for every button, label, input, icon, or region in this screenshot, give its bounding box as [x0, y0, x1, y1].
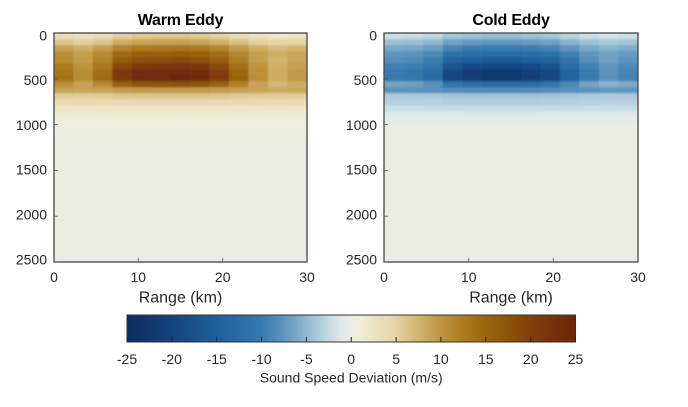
svg-text:-25: -25 — [117, 351, 137, 367]
svg-text:-20: -20 — [162, 351, 182, 367]
svg-text:2500: 2500 — [16, 251, 47, 267]
svg-text:500: 500 — [354, 72, 378, 88]
svg-text:0: 0 — [347, 351, 355, 367]
svg-text:1000: 1000 — [346, 117, 377, 133]
svg-text:10: 10 — [131, 269, 147, 285]
svg-text:25: 25 — [568, 351, 584, 367]
svg-text:10: 10 — [461, 269, 477, 285]
svg-text:0: 0 — [39, 27, 47, 43]
svg-text:0: 0 — [369, 27, 377, 43]
svg-text:30: 30 — [299, 269, 315, 285]
svg-text:10: 10 — [433, 351, 449, 367]
svg-text:20: 20 — [215, 269, 231, 285]
svg-text:Cold Eddy: Cold Eddy — [472, 12, 550, 29]
svg-text:2000: 2000 — [16, 207, 47, 223]
svg-text:1500: 1500 — [346, 162, 377, 178]
svg-text:Range (km): Range (km) — [139, 290, 223, 307]
svg-text:Range (km): Range (km) — [469, 290, 553, 307]
svg-text:2500: 2500 — [346, 251, 377, 267]
svg-text:-5: -5 — [300, 351, 313, 367]
svg-text:500: 500 — [24, 72, 48, 88]
svg-text:1500: 1500 — [16, 162, 47, 178]
svg-text:20: 20 — [523, 351, 539, 367]
svg-text:2000: 2000 — [346, 207, 377, 223]
svg-text:20: 20 — [546, 269, 562, 285]
svg-text:0: 0 — [380, 269, 388, 285]
svg-text:0: 0 — [50, 269, 58, 285]
svg-text:Sound Speed Deviation (m/s): Sound Speed Deviation (m/s) — [260, 370, 443, 386]
svg-text:15: 15 — [478, 351, 494, 367]
svg-text:30: 30 — [630, 269, 646, 285]
svg-text:1000: 1000 — [16, 117, 47, 133]
svg-text:-15: -15 — [207, 351, 227, 367]
svg-text:5: 5 — [392, 351, 400, 367]
svg-text:Warm Eddy: Warm Eddy — [138, 12, 224, 29]
svg-text:-10: -10 — [251, 351, 271, 367]
